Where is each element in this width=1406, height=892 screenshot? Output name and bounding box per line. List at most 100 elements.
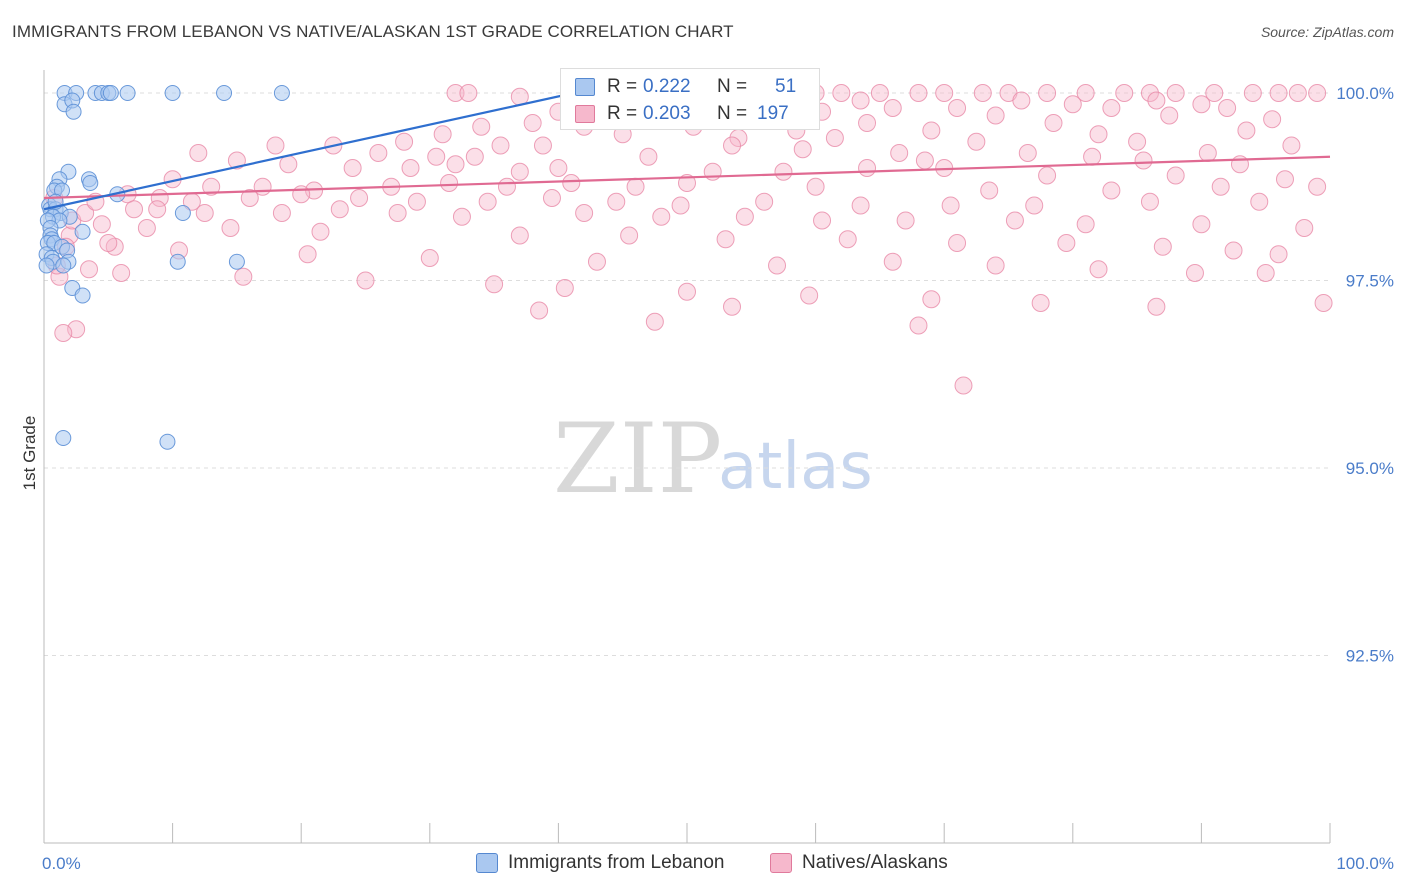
natives-point: [148, 200, 167, 219]
natives-trend-line: [43, 155, 1331, 200]
natives-point: [510, 162, 529, 181]
natives-point: [1230, 155, 1249, 174]
natives-point: [407, 192, 426, 211]
natives-point: [838, 230, 857, 249]
y-tick-label: 97.5%: [1346, 272, 1394, 291]
natives-point: [1308, 84, 1327, 102]
natives-point: [440, 174, 459, 192]
natives-point: [1147, 91, 1166, 110]
natives-point: [202, 177, 221, 196]
natives-point: [1025, 196, 1044, 215]
natives-point: [330, 200, 349, 219]
natives-point: [723, 297, 742, 316]
legend-n-label: N =: [717, 103, 748, 124]
natives-point: [1018, 144, 1037, 162]
natives-point: [388, 204, 407, 222]
legend-n-label: N =: [717, 76, 748, 97]
natives-point: [716, 230, 735, 249]
lebanon-point: [216, 85, 233, 101]
y-tick-label: 100.0%: [1336, 84, 1394, 103]
natives-point: [195, 204, 214, 222]
natives-point: [954, 376, 973, 395]
legend-n-value: 197: [757, 103, 789, 124]
legend-r-value: 0.203: [643, 103, 691, 124]
natives-point: [401, 159, 420, 177]
lebanon-point: [65, 103, 82, 120]
natives-point: [1218, 99, 1237, 117]
natives-point: [80, 260, 99, 279]
natives-point: [298, 245, 317, 264]
natives-point: [678, 174, 696, 192]
natives-point: [234, 267, 253, 286]
natives-point: [626, 177, 645, 196]
natives-point: [420, 249, 439, 267]
natives-alaskans-points: [45, 84, 1333, 395]
natives-point: [465, 147, 484, 166]
natives-point: [92, 215, 111, 234]
series-legend-natives[interactable]: Natives/Alaskans: [770, 852, 948, 874]
natives-point: [1205, 84, 1224, 102]
natives-point: [1211, 177, 1230, 196]
natives-point: [523, 114, 542, 132]
natives-point: [54, 324, 73, 342]
natives-point: [1102, 99, 1121, 117]
natives-point: [1160, 106, 1179, 125]
y-tick-label: 95.0%: [1346, 459, 1394, 478]
natives-point: [459, 84, 478, 102]
source-label: Source: ZipAtlas.com: [1260, 24, 1394, 40]
natives-point: [1115, 84, 1134, 102]
natives-point: [530, 301, 549, 320]
watermark: ZIP atlas: [553, 403, 873, 515]
watermark-atlas: atlas: [718, 430, 873, 504]
natives-point: [735, 207, 754, 226]
natives-point: [221, 219, 240, 237]
natives-point: [922, 290, 941, 309]
natives-point: [99, 234, 118, 252]
natives-point: [800, 286, 819, 305]
natives-point: [825, 129, 844, 147]
natives-point: [350, 189, 369, 207]
series-label-natives: Natives/Alaskans: [802, 852, 948, 873]
natives-point: [446, 84, 465, 102]
natives-point: [446, 155, 465, 174]
natives-point: [858, 114, 877, 132]
natives-point: [1076, 84, 1095, 102]
natives-point: [1192, 215, 1211, 234]
x-tick-label-max: 100.0%: [1336, 854, 1394, 873]
natives-point: [967, 132, 986, 151]
natives-point: [1102, 181, 1121, 200]
lebanon-point: [174, 205, 191, 221]
legend-r-label: R =: [607, 103, 638, 124]
watermark-zip: ZIP: [553, 403, 722, 515]
natives-point: [112, 264, 131, 282]
natives-point: [948, 234, 967, 252]
natives-point: [1269, 84, 1288, 102]
natives-point: [986, 106, 1005, 125]
natives-point: [909, 84, 928, 102]
natives-point: [941, 196, 960, 215]
lebanon-point: [119, 85, 136, 101]
lebanon-point: [169, 253, 186, 270]
lebanon-point: [74, 287, 91, 304]
series-legend-lebanon[interactable]: Immigrants from Lebanon: [476, 852, 725, 874]
natives-point: [1140, 84, 1159, 102]
lebanon-point: [82, 175, 99, 191]
natives-point: [1005, 211, 1024, 230]
natives-point: [935, 84, 954, 102]
natives-point: [948, 99, 967, 117]
natives-point: [1089, 260, 1108, 279]
natives-point: [1140, 192, 1159, 211]
natives-point: [1128, 132, 1147, 151]
natives-point: [292, 185, 311, 204]
natives-point: [1269, 245, 1288, 264]
lebanon-point: [55, 430, 72, 446]
natives-point: [125, 200, 144, 219]
natives-point: [587, 252, 606, 271]
natives-point: [478, 192, 497, 211]
natives-point: [896, 211, 915, 230]
natives-point: [452, 207, 471, 226]
natives-point: [1089, 125, 1108, 144]
natives-point: [1063, 95, 1082, 114]
natives-point: [549, 159, 568, 177]
